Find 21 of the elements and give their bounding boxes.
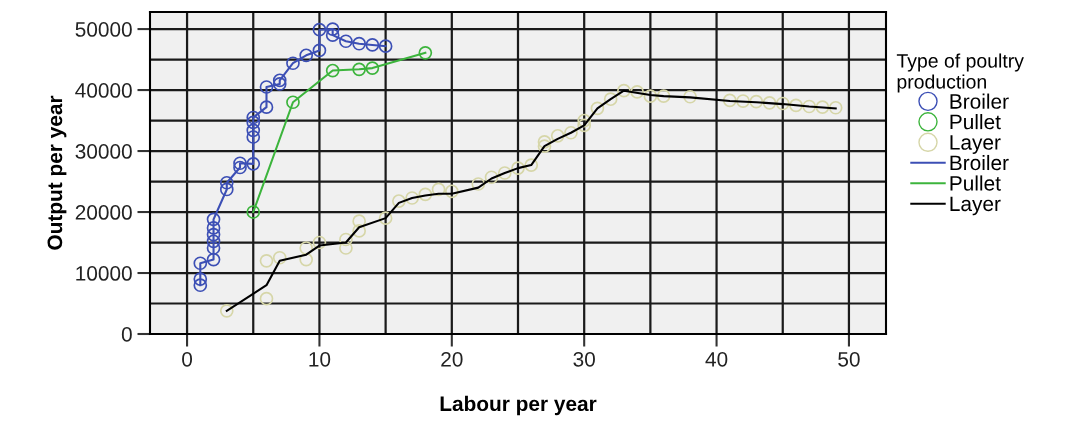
x-tick-label: 30 bbox=[573, 351, 595, 367]
y-tick-label: 10000 bbox=[76, 266, 132, 281]
x-tick-label: 50 bbox=[838, 351, 860, 367]
legend-label: Pullet bbox=[950, 114, 1001, 130]
legend-title: Type of poultry production bbox=[896, 53, 1024, 93]
y-axis-title: Output per year bbox=[47, 95, 67, 250]
x-tick-label: 10 bbox=[309, 351, 331, 367]
y-tick-label: 30000 bbox=[75, 144, 132, 159]
legend-label: Pullet bbox=[950, 175, 1001, 191]
legend-label: Layer bbox=[950, 135, 1001, 154]
y-tick-label: 20000 bbox=[75, 205, 132, 220]
y-tick-label: 50000 bbox=[75, 22, 132, 37]
x-tick-label: 40 bbox=[705, 351, 728, 367]
x-axis-title: Labour per year bbox=[440, 395, 597, 416]
legend-label: Broiler bbox=[950, 154, 1009, 171]
legend-label: Broiler bbox=[950, 93, 1009, 109]
y-tick-label: 0 bbox=[121, 327, 132, 342]
legend-label: Layer bbox=[950, 196, 1001, 216]
y-tick-label: 40000 bbox=[75, 83, 132, 98]
x-tick-label: 0 bbox=[182, 351, 193, 367]
x-tick-label: 20 bbox=[441, 351, 463, 367]
